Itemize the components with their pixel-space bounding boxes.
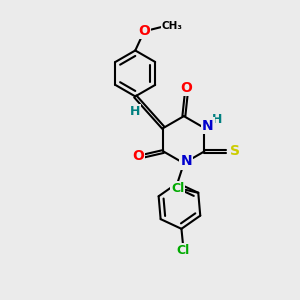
Text: S: S (230, 145, 240, 158)
Text: N: N (202, 118, 214, 133)
Text: Cl: Cl (171, 182, 184, 195)
Text: H: H (212, 113, 222, 126)
Text: O: O (138, 24, 150, 38)
Text: O: O (132, 149, 144, 163)
Text: H: H (130, 105, 140, 118)
Text: Cl: Cl (176, 244, 190, 257)
Text: N: N (180, 154, 192, 169)
Text: CH₃: CH₃ (162, 21, 183, 31)
Text: O: O (181, 81, 192, 94)
